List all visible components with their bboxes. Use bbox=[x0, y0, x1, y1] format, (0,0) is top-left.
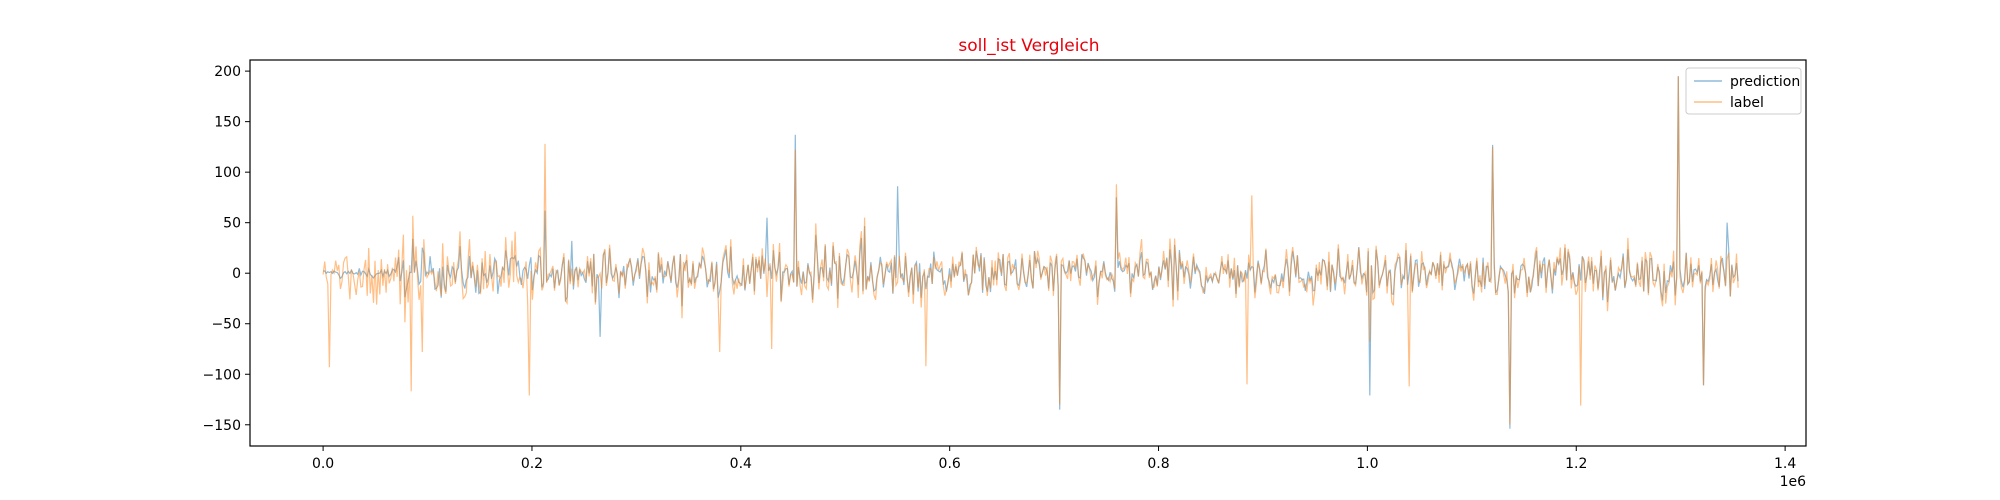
x-tick-label: 1.0 bbox=[1356, 456, 1378, 472]
y-tick-label: 0 bbox=[232, 266, 241, 282]
y-tick-label: 100 bbox=[214, 165, 241, 181]
x-axis-offset-label: 1e6 bbox=[1780, 474, 1807, 490]
x-tick-label: 1.4 bbox=[1774, 456, 1796, 472]
legend-label-label: label bbox=[1730, 95, 1764, 111]
y-tick-label: 200 bbox=[214, 64, 241, 80]
x-tick-label: 0.8 bbox=[1147, 456, 1169, 472]
x-tick-label: 0.6 bbox=[939, 456, 961, 472]
y-tick-label: 150 bbox=[214, 115, 241, 131]
legend: prediction label bbox=[1685, 67, 1802, 115]
x-axis: 0.0 0.2 0.4 0.6 0.8 1.0 1.2 1.4 bbox=[312, 446, 1796, 472]
x-tick-label: 1.2 bbox=[1565, 456, 1587, 472]
y-tick-label: 50 bbox=[223, 216, 241, 232]
x-tick-label: 0.4 bbox=[730, 456, 752, 472]
y-axis: −150 −100 −50 0 50 100 150 200 bbox=[203, 64, 250, 434]
legend-label-prediction: prediction bbox=[1730, 74, 1800, 90]
plot-area bbox=[322, 76, 1739, 429]
series-line-prediction bbox=[323, 76, 1739, 429]
chart-title: soll_ist Vergleich bbox=[958, 36, 1099, 56]
y-tick-label: −50 bbox=[211, 317, 241, 333]
x-tick-label: 0.2 bbox=[521, 456, 543, 472]
series-line-label bbox=[322, 76, 1739, 425]
x-tick-label: 0.0 bbox=[312, 456, 334, 472]
y-tick-label: −150 bbox=[203, 418, 241, 434]
axes-frame bbox=[249, 59, 1807, 447]
y-tick-label: −100 bbox=[203, 367, 241, 383]
